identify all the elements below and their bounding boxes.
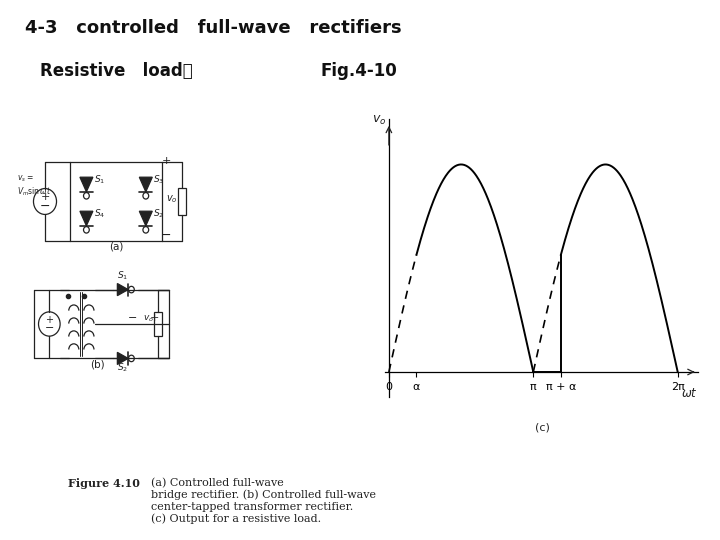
Text: −: − — [40, 200, 50, 213]
Text: $v_o$: $v_o$ — [166, 193, 178, 205]
Text: $\omega t$: $\omega t$ — [681, 387, 698, 400]
Text: −: − — [45, 323, 54, 334]
Polygon shape — [117, 352, 128, 365]
Bar — [178, 188, 186, 215]
Text: Resistive   load：: Resistive load： — [40, 62, 192, 80]
Text: $V_m\sin\omega t$: $V_m\sin\omega t$ — [17, 185, 52, 198]
Text: (a): (a) — [109, 242, 123, 252]
Bar — [155, 312, 163, 336]
Text: +: + — [161, 156, 171, 166]
Text: −: − — [161, 229, 171, 242]
Text: $S_2$: $S_2$ — [117, 362, 128, 374]
Text: $v_o$: $v_o$ — [143, 314, 154, 324]
Text: $S_2$: $S_2$ — [153, 207, 164, 220]
Text: −: − — [127, 313, 138, 323]
Text: Fig.4-10: Fig.4-10 — [320, 62, 397, 80]
Text: +: + — [45, 315, 53, 326]
Text: (b): (b) — [90, 359, 104, 369]
Text: $S_1$: $S_1$ — [117, 269, 128, 282]
Polygon shape — [117, 284, 128, 296]
Text: +: + — [40, 192, 50, 202]
Text: $S_3$: $S_3$ — [153, 173, 165, 186]
Text: (a) Controlled full-wave
bridge rectifier. (b) Controlled full-wave
center-tappe: (a) Controlled full-wave bridge rectifie… — [151, 478, 377, 524]
Text: $S_4$: $S_4$ — [94, 207, 105, 220]
Text: +: + — [149, 313, 159, 323]
Text: $S_1$: $S_1$ — [94, 173, 105, 186]
Text: Figure 4.10: Figure 4.10 — [68, 478, 140, 489]
Text: $v_o$: $v_o$ — [372, 114, 387, 127]
Polygon shape — [140, 211, 153, 226]
Polygon shape — [140, 177, 153, 192]
Text: 4-3   controlled   full-wave   rectifiers: 4-3 controlled full-wave rectifiers — [25, 19, 402, 37]
Polygon shape — [80, 177, 93, 192]
Polygon shape — [80, 211, 93, 226]
Text: $v_s=$: $v_s=$ — [17, 173, 34, 184]
Text: (c): (c) — [535, 422, 550, 432]
